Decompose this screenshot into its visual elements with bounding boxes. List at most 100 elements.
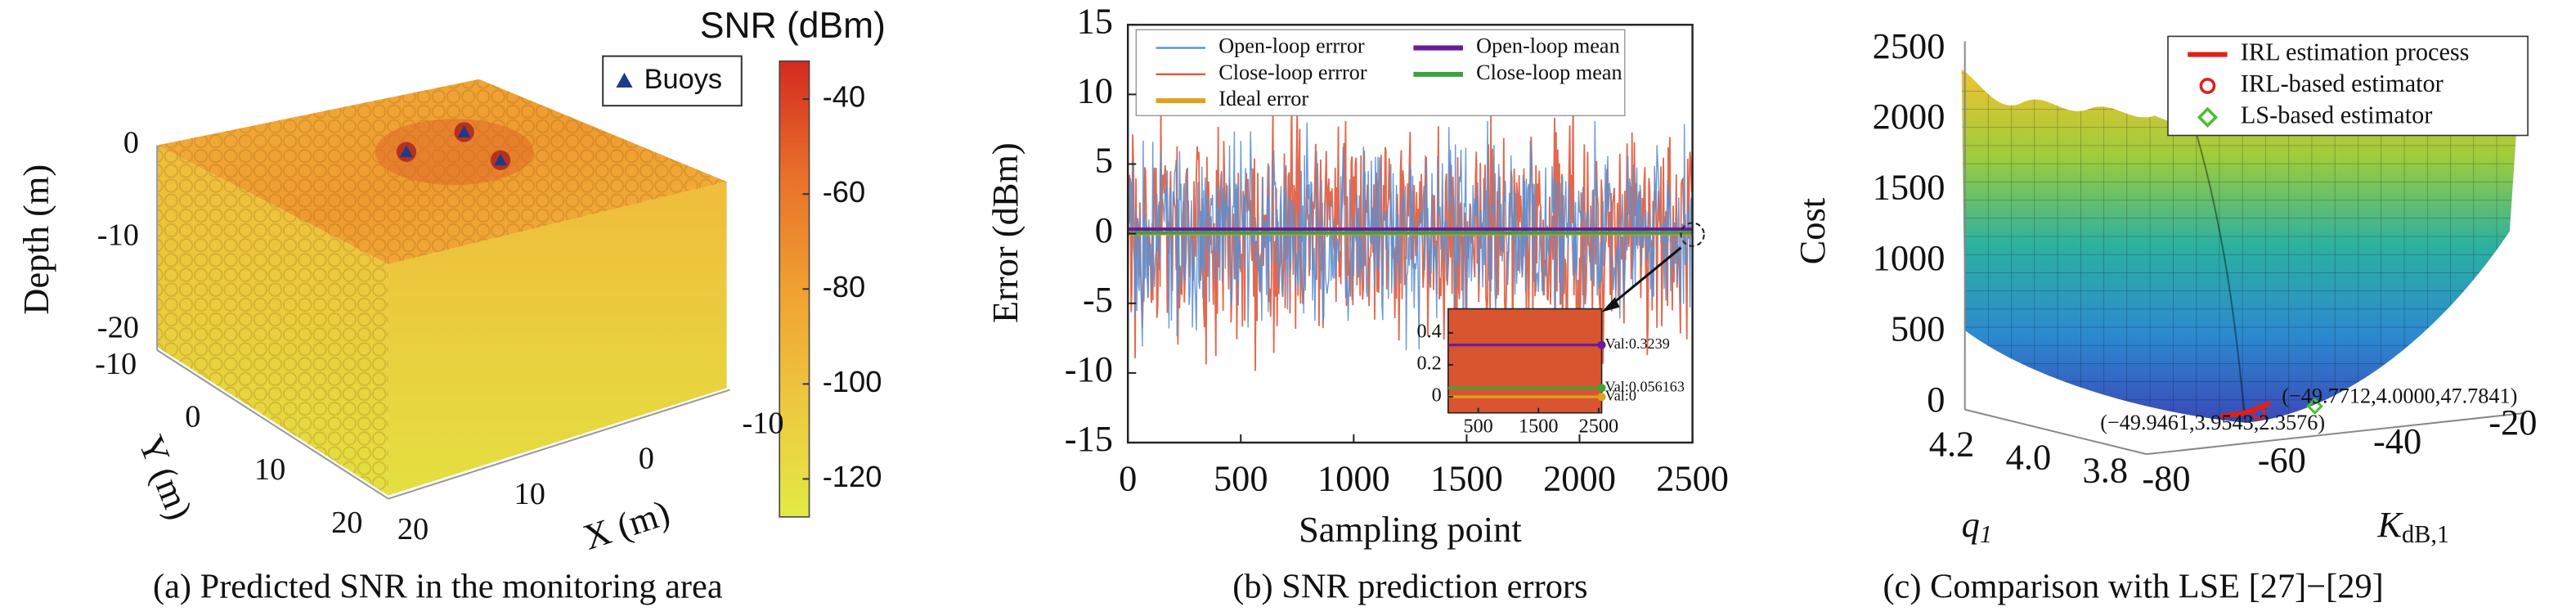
inset-datatip [1597,393,1606,402]
x-tick-label: 2000 [1543,458,1616,499]
tick-label: 4.2 [1929,423,1975,464]
buoy-marker [616,72,633,88]
x-tick-label: 500 [1214,458,1268,499]
legend-box [2167,35,2529,137]
y-axis-label: Y (m) [131,429,201,525]
x-axis-label: KdB,1 [2376,504,2449,548]
inset-value-label: Val:0 [1605,387,1636,403]
legend-label: IRL-based estimator [2241,70,2444,97]
colorbar-tick-label: -120 [823,460,882,493]
legend-label: Buoys [644,64,722,95]
panel-b: Error (dBm) Sampling point (b) SNR predi… [985,0,1729,605]
tick-label: -10 [97,218,139,252]
high-snr-zone [375,119,534,186]
annotation: (−49.9461,3.9543,2.3576) [2100,411,2325,434]
y-tick-label: -5 [1083,279,1113,320]
tick-label: 4.0 [2006,436,2052,477]
tick-label: -20 [97,311,139,345]
y-tick-label: 5 [1095,140,1113,181]
x-axis-label: Sampling point [1299,509,1522,550]
tick-label: 1000 [1873,237,1945,278]
error-trace [1128,120,1693,351]
caption: (b) SNR prediction errors [1232,567,1587,605]
tick-label: -80 [2142,458,2190,499]
zoom-marker [1680,222,1705,247]
zoom-arrow [1607,246,1682,308]
y-tick-label: 15 [1077,0,1113,41]
caption: (c) Comparison with LSE [27]−[29] [1883,567,2383,605]
y-tick-label: -10 [1065,348,1113,389]
tick-label: 0 [185,400,200,434]
tick-label: 2000 [1873,96,1945,137]
tick-label: 500 [1891,308,1945,348]
y-axis-label: Error (dBm) [985,142,1025,323]
annotation: (−49.7712,4.0000,47.7841) [2282,384,2517,408]
buoy-marker [399,145,414,158]
legend-label: IRL estimation process [2241,38,2470,66]
inset-y-tick-label: 0.4 [1416,320,1441,342]
panel-a: Buoys SNR (dBm) Depth (m) Y (m) X (m) (a… [16,6,886,605]
colorbar-tick-label: -80 [823,270,866,304]
legend-label: Open-loop mean [1476,34,1620,58]
tick-label: 20 [397,512,429,546]
inset-area [1447,308,1603,414]
surface-mesh [1961,69,2518,423]
arrow-head [1601,297,1620,312]
tick-label: 1500 [1873,167,1945,208]
k-axis-line [2146,411,2527,456]
colorbar-tick-label: -100 [823,365,882,398]
inset-x-tick-label: 2500 [1579,415,1618,437]
inset-x-tick-label: 1500 [1519,415,1558,437]
legend-label: Open-loop errror [1218,34,1365,58]
tick-label: 2500 [1873,25,1945,66]
irl-path [2220,400,2272,419]
colorbar-tick-label: -60 [823,175,866,209]
inset-value-label: Val:0.3239 [1605,335,1670,352]
scatter-texture [157,79,727,496]
tick-label: -60 [2258,439,2306,480]
legend-swatch [2197,106,2219,128]
tick-label: -20 [2488,402,2537,443]
tick-label: 0 [1927,379,1945,420]
tick-label: 10 [254,452,285,487]
inset-y-tick-label: 0.2 [1416,353,1441,375]
x-tick-label: 1500 [1430,458,1503,499]
legend-box [1135,29,1626,116]
legend-swatch [2199,78,2216,94]
inset-x-tick-label: 500 [1463,415,1492,437]
tick-label: 10 [514,477,545,511]
tick-label: 0 [639,442,654,476]
legend-label: LS-based estimator [2241,101,2433,128]
tick-label: -40 [2373,420,2421,461]
tick-label: 3.8 [2083,450,2129,491]
ls-point [2306,398,2323,415]
tick-label: -10 [95,347,137,381]
inset-datatip [1597,384,1606,393]
buoy-marker [493,153,508,166]
caption: (a) Predicted SNR in the monitoring area [153,567,723,605]
x-axis-label: X (m) [578,492,674,558]
tick-label: 20 [331,506,362,540]
inset-y-tick-label: 0 [1432,384,1442,407]
y-tick-label: 10 [1077,70,1113,111]
q-axis-line [1964,408,2147,456]
buoy-marker [457,125,471,137]
inset-datatip [1597,340,1606,349]
x-tick-label: 2500 [1656,458,1729,499]
tick-label: 0 [123,125,139,160]
legend-label: Ideal error [1218,87,1308,110]
surface-fold [2195,132,2246,423]
cube-right-face [388,182,727,496]
y-axis-label: q1 [1962,504,1992,548]
inset-value-label: Val:0.056163 [1605,378,1685,394]
panel-c: Cost q1 KdB,1 (c) Comparison with LSE [2… [1792,25,2537,606]
y-tick-label: 0 [1095,209,1113,250]
x-tick-label: 1000 [1317,458,1390,499]
y-tick-label: -15 [1065,418,1113,459]
legend-label: Close-loop mean [1476,61,1622,84]
irl-point [2251,406,2266,420]
legend-label: Close-loop errror [1218,61,1367,84]
colorbar-tick-label: -40 [823,80,866,114]
x-tick-label: 0 [1119,458,1137,499]
